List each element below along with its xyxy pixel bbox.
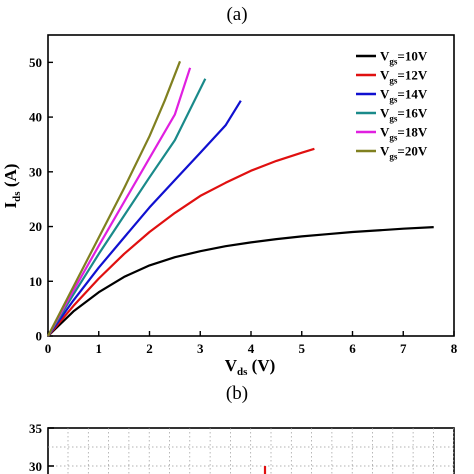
legend-label-main: V xyxy=(380,68,390,83)
y-tick-label: 10 xyxy=(29,274,42,289)
series-group-a xyxy=(47,60,434,337)
legend-label: Vgs=10V xyxy=(380,49,428,67)
x-axis-label-main: V xyxy=(225,356,238,375)
legend-label-sub: gs xyxy=(389,76,398,86)
y-tick-label: 40 xyxy=(29,110,42,125)
y-axis-label-sub: ds xyxy=(11,191,23,202)
legend-label-main: V xyxy=(380,144,390,159)
legend-label-sub: gs xyxy=(389,57,398,67)
x-axis-label-unit: (V) xyxy=(247,356,275,375)
y-axis-label-main: I xyxy=(1,201,20,208)
x-tick-label: 8 xyxy=(451,341,458,356)
chart-a: 0 1 2 3 4 5 6 7 8 0 10 20 30 40 50 Vds (V) Ids (A) Vg… xyxy=(1,34,458,378)
x-tick-label: 3 xyxy=(197,341,204,356)
caption-a: (a) xyxy=(226,4,247,25)
legend-label-tail: =18V xyxy=(397,125,427,140)
legend-label: Vgs=16V xyxy=(380,106,428,124)
y-axis-label-unit: (A) xyxy=(1,164,20,192)
plot-frame-b xyxy=(47,427,455,474)
legend-label-sub: gs xyxy=(389,114,398,124)
y-tick-label: 20 xyxy=(29,219,42,234)
legend-a: Vgs=10VVgs=12VVgs=14VVgs=16VVgs=18VVgs=2… xyxy=(356,49,428,162)
legend-label-tail: =20V xyxy=(397,144,427,159)
legend-label-main: V xyxy=(380,49,390,64)
chart-b: 35 30 xyxy=(29,421,455,474)
legend-label-main: V xyxy=(380,87,390,102)
legend-label-main: V xyxy=(380,106,390,121)
legend-label-sub: gs xyxy=(389,152,398,162)
legend-label-sub: gs xyxy=(389,95,398,105)
series-line-vgs-16v xyxy=(47,78,207,337)
legend-label: Vgs=18V xyxy=(380,125,428,143)
legend-label-tail: =14V xyxy=(397,87,427,102)
series-line-vgs-14v xyxy=(47,100,242,337)
y-ticks-a: 0 10 20 30 40 50 xyxy=(29,55,53,344)
legend-label-tail: =16V xyxy=(397,106,427,121)
x-tick-label: 5 xyxy=(299,341,306,356)
y-tick-label-b: 35 xyxy=(29,421,43,436)
caption-b: (b) xyxy=(226,383,248,404)
series-line-vgs-18v xyxy=(47,67,192,337)
x-tick-label: 1 xyxy=(96,341,103,356)
legend-label-tail: =10V xyxy=(397,49,427,64)
series-line-vgs-12v xyxy=(47,147,315,337)
x-axis-label-sub: ds xyxy=(237,366,248,378)
x-tick-label: 2 xyxy=(146,341,153,356)
legend-label: Vgs=12V xyxy=(380,68,428,86)
y-ticks-b: 35 30 xyxy=(29,421,54,474)
x-ticks-a: 0 1 2 3 4 5 6 7 8 xyxy=(45,331,458,356)
x-axis-label: Vds (V) xyxy=(225,356,276,378)
legend-label: Vgs=14V xyxy=(380,87,428,105)
x-tick-label: 0 xyxy=(45,341,52,356)
y-tick-label-b: 30 xyxy=(29,459,42,474)
series-line-vgs-20v xyxy=(47,60,182,337)
x-tick-label: 4 xyxy=(248,341,255,356)
grid-b xyxy=(48,428,455,474)
legend-label: Vgs=20V xyxy=(380,144,428,162)
legend-label-main: V xyxy=(380,125,390,140)
series-line-vgs-10v xyxy=(47,226,434,337)
x-tick-label: 6 xyxy=(349,341,356,356)
y-tick-label: 0 xyxy=(36,329,43,344)
legend-label-tail: =12V xyxy=(397,68,427,83)
y-tick-label: 50 xyxy=(29,55,42,70)
x-tick-label: 7 xyxy=(400,341,407,356)
y-axis-label: Ids (A) xyxy=(1,164,23,209)
legend-label-sub: gs xyxy=(389,133,398,143)
y-tick-label: 30 xyxy=(29,164,42,179)
